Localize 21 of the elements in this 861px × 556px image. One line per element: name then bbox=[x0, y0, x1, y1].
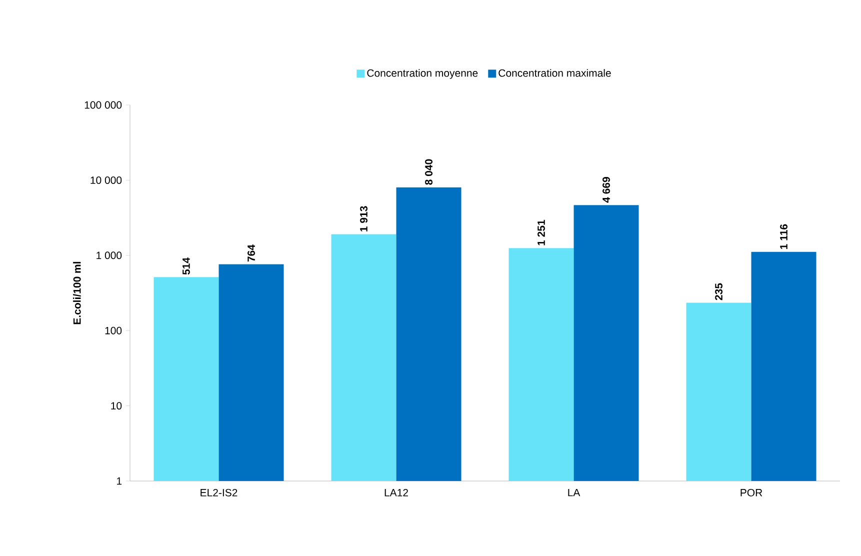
data-label: 1 116 bbox=[780, 224, 788, 249]
x-tick-label: EL2-IS2 bbox=[200, 488, 238, 496]
data-label: 4 669 bbox=[602, 176, 610, 203]
data-label: 8 040 bbox=[425, 159, 432, 185]
data-label: 1 913 bbox=[360, 206, 368, 232]
y-axis-title: E.coli/100 ml bbox=[73, 262, 81, 324]
x-tick-label: POR bbox=[740, 488, 762, 496]
data-label: 764 bbox=[248, 244, 255, 262]
x-tick-label: LA12 bbox=[384, 488, 408, 496]
data-label: 514 bbox=[182, 257, 190, 275]
legend-label: Concentration maximale bbox=[498, 69, 611, 77]
legend-label: Concentration moyenne bbox=[367, 69, 478, 79]
data-label: 1 251 bbox=[538, 220, 545, 246]
y-tick-label: 100 bbox=[105, 326, 122, 334]
x-tick-label: LA bbox=[568, 488, 580, 496]
y-tick-label: 10 000 bbox=[90, 176, 122, 184]
y-tick-label: 100 000 bbox=[84, 101, 122, 109]
data-label: 235 bbox=[715, 283, 722, 300]
y-tick-label: 1 000 bbox=[96, 252, 122, 260]
y-tick-label: 1 bbox=[117, 477, 122, 485]
y-tick-label: 10 bbox=[111, 402, 122, 410]
